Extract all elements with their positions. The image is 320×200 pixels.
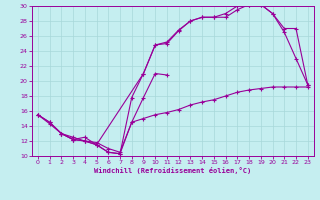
- X-axis label: Windchill (Refroidissement éolien,°C): Windchill (Refroidissement éolien,°C): [94, 167, 252, 174]
